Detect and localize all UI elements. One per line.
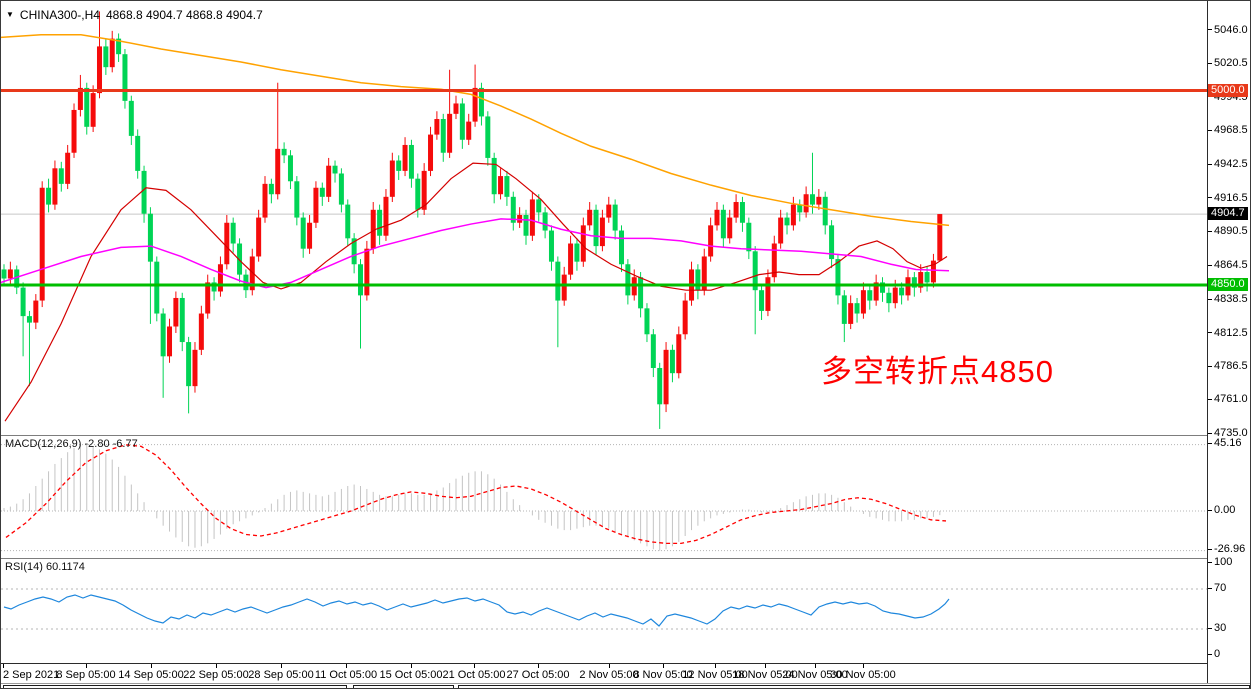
time-tick xyxy=(609,664,610,668)
time-label: 8 Nov 05:00 xyxy=(633,669,693,681)
price-scale-label: 4916.5 xyxy=(1208,192,1248,204)
macd-values: -2.80 -6.77 xyxy=(84,438,138,450)
panel-separator-rsi[interactable] xyxy=(1,558,1250,559)
ohlc-readout: 4868.8 4904.7 4868.8 4904.7 xyxy=(105,8,263,22)
price-scale-label: 4968.5 xyxy=(1208,124,1248,136)
rsi-value: 60.1174 xyxy=(45,561,85,573)
rsi-name: RSI(14) xyxy=(5,561,43,573)
time-tick xyxy=(715,664,716,668)
time-tick xyxy=(281,664,282,668)
time-label: 2 Sep 2021 xyxy=(3,669,60,681)
time-tick xyxy=(216,664,217,668)
time-tick xyxy=(863,664,864,668)
price-scale-label: 4761.0 xyxy=(1208,393,1248,405)
price-badge: 4850.0 xyxy=(1208,278,1248,291)
time-tick xyxy=(411,664,412,668)
time-tick xyxy=(3,664,4,668)
rsi-scale-label: 30 xyxy=(1208,622,1226,634)
taskbar-window-edge[interactable] xyxy=(458,685,1250,688)
chart-annotation-text[interactable]: 多空转折点4850 xyxy=(821,354,1054,389)
price-scale-label: 4838.5 xyxy=(1208,293,1248,305)
time-label: 14 Sep 05:00 xyxy=(118,669,184,681)
price-scale-label: 5020.5 xyxy=(1208,57,1248,69)
price-scale-label: 4942.5 xyxy=(1208,158,1248,170)
price-scale-label: 4864.5 xyxy=(1208,259,1248,271)
time-label: 2 Nov 05:00 xyxy=(579,669,639,681)
taskbar-edge-strip xyxy=(1,683,1250,688)
time-label: 12 Nov 05:00 xyxy=(682,669,748,681)
time-label: 15 Oct 05:00 xyxy=(379,669,443,681)
time-tick xyxy=(815,664,816,668)
time-tick xyxy=(474,664,475,668)
time-axis-separator xyxy=(1,663,1250,664)
macd-indicator-panel[interactable] xyxy=(1,435,1207,558)
macd-name: MACD(12,26,9) xyxy=(5,438,82,450)
rsi-scale-label: 0 xyxy=(1208,648,1220,660)
time-tick xyxy=(86,664,87,668)
time-label: 30 Nov 05:00 xyxy=(830,669,896,681)
taskbar-window-edge[interactable] xyxy=(353,685,454,688)
time-label: 22 Sep 05:00 xyxy=(183,669,249,681)
price-scale-border xyxy=(1207,1,1208,683)
time-tick xyxy=(538,664,539,668)
price-scale-label: 4890.5 xyxy=(1208,225,1248,237)
macd-scale-label: 45.16 xyxy=(1208,437,1242,449)
time-label: 27 Oct 05:00 xyxy=(506,669,570,681)
rsi-scale-label: 100 xyxy=(1208,556,1232,568)
time-tick xyxy=(765,664,766,668)
time-label: 11 Oct 05:00 xyxy=(314,669,378,681)
price-scale-label: 4812.5 xyxy=(1208,327,1248,339)
time-label: 24 Nov 05:00 xyxy=(782,669,848,681)
main-price-chart[interactable] xyxy=(1,1,1207,435)
macd-scale-label: 0.00 xyxy=(1208,504,1235,516)
panel-separator-macd[interactable] xyxy=(1,435,1250,436)
price-scale-label: 4735.0 xyxy=(1208,427,1248,439)
time-label: 21 Oct 05:00 xyxy=(442,669,506,681)
price-badge: 4904.7 xyxy=(1208,207,1248,221)
time-axis[interactable]: 2 Sep 2021 8 Sep 05:00 14 Sep 05:00 22 Sep … xyxy=(1,664,1207,683)
price-scale-label: 4786.5 xyxy=(1208,360,1248,372)
price-scale-label: 5046.0 xyxy=(1208,24,1248,36)
time-label: 8 Sep 05:00 xyxy=(56,669,116,681)
rsi-label: RSI(14) 60.1174 xyxy=(5,561,85,573)
time-tick xyxy=(663,664,664,668)
taskbar-window-edge[interactable] xyxy=(3,685,347,688)
rsi-scale-label: 70 xyxy=(1208,582,1226,594)
macd-scale-label: -26.96 xyxy=(1208,543,1245,555)
macd-label: MACD(12,26,9) -2.80 -6.77 xyxy=(5,438,138,450)
price-scale[interactable]: 5046.0 5020.5 4994.5 4968.5 4942.5 4916.5 4890… xyxy=(1208,1,1250,683)
rsi-indicator-panel[interactable] xyxy=(1,558,1207,663)
time-label: 28 Sep 05:00 xyxy=(248,669,314,681)
chevron-down-icon[interactable]: ▼ xyxy=(6,10,14,19)
symbol-title: CHINA300-,H4 xyxy=(19,8,100,22)
price-badge: 5000.0 xyxy=(1208,83,1248,97)
time-label: 18 Nov 05:00 xyxy=(732,669,798,681)
time-tick xyxy=(151,664,152,668)
chart-header: ▼ CHINA300-,H4 4868.8 4904.7 4868.8 4904… xyxy=(6,8,263,22)
time-tick xyxy=(346,664,347,668)
